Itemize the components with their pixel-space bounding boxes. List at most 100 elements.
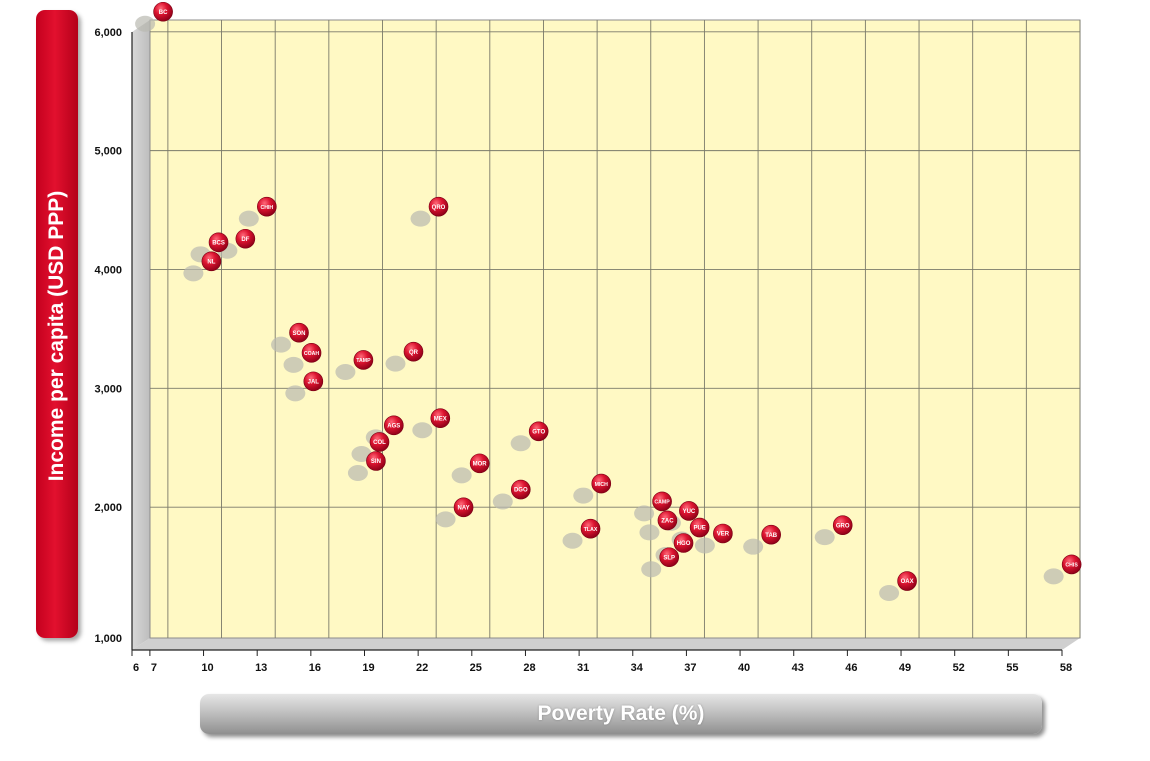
data-point-marker <box>208 232 229 253</box>
data-point-marker <box>832 515 853 535</box>
data-point-marker <box>679 501 699 521</box>
marker-shadow <box>412 422 433 439</box>
data-point-label: ZAC <box>661 519 674 525</box>
data-point-label: SON <box>293 331 306 337</box>
data-point-label: BC <box>159 10 168 16</box>
data-point-label: GTO <box>532 429 545 435</box>
data-point-marker <box>235 228 256 249</box>
data-point-label: HGO <box>677 541 691 547</box>
data-point-label: SIN <box>371 459 381 465</box>
data-point-label: MOR <box>473 462 488 468</box>
marker-shadow <box>410 210 431 227</box>
data-point-label: TLAX <box>584 527 598 533</box>
data-point-marker <box>384 415 404 436</box>
x-axis-label: Poverty Rate (%) <box>537 702 705 725</box>
x-tick-label: 28 <box>523 662 535 674</box>
data-point-marker <box>657 510 678 531</box>
data-point-label: JAL <box>308 380 320 386</box>
marker-shadow <box>694 537 715 554</box>
data-point-marker <box>353 350 374 370</box>
marker-shadow <box>743 538 764 555</box>
y-tick-label: 1,000 <box>94 633 122 645</box>
data-point-label: COAH <box>304 351 320 357</box>
x-tick-label: 7 <box>151 662 157 674</box>
x-tick-label: 52 <box>953 662 965 674</box>
y-tick-label: 4,000 <box>94 264 122 276</box>
data-point-marker <box>652 491 672 512</box>
data-point-marker <box>301 343 322 363</box>
data-point-label: CAMP <box>654 500 670 506</box>
marker-shadow <box>634 505 655 522</box>
data-point-label: GRO <box>836 523 850 529</box>
x-axis-label-bar <box>200 694 1042 734</box>
data-point-marker <box>689 517 710 538</box>
marker-shadow <box>347 464 368 481</box>
marker-shadow <box>562 532 583 549</box>
data-point-marker <box>403 341 424 362</box>
data-point-marker <box>201 251 222 272</box>
marker-shadow <box>285 385 306 402</box>
x-tick-label: 46 <box>845 662 857 674</box>
plot-area <box>149 19 1081 639</box>
data-point-marker <box>369 432 390 452</box>
data-point-marker <box>257 196 277 217</box>
data-point-marker <box>366 451 386 471</box>
data-point-marker <box>510 479 531 500</box>
data-point-marker <box>430 408 451 429</box>
x-tick-label: 16 <box>309 662 321 674</box>
x-tick-label: 58 <box>1060 662 1072 674</box>
data-point-marker <box>453 497 474 518</box>
data-point-label: DF <box>241 237 249 243</box>
data-point-label: PUE <box>693 526 705 532</box>
y-tick-label: 3,000 <box>94 383 122 395</box>
data-point-label: TAMP <box>356 358 371 364</box>
marker-shadow <box>271 336 292 353</box>
data-point-label: TAB <box>765 533 778 539</box>
data-point-label: AGS <box>387 424 400 430</box>
marker-shadow <box>435 511 456 528</box>
x-tick-label: 40 <box>738 662 750 674</box>
marker-shadow <box>335 363 356 380</box>
data-point-label: QR <box>409 350 419 356</box>
grid-lines <box>150 20 1081 638</box>
marker-shadow <box>492 493 513 510</box>
marker-shadow <box>573 487 594 504</box>
data-point-label: MICH <box>595 482 609 488</box>
y-tick-label: 6,000 <box>94 27 122 39</box>
data-point-label: CHIS <box>1065 563 1078 569</box>
marker-shadow <box>1043 568 1064 585</box>
data-point-label: BCS <box>212 241 225 247</box>
marker-shadow <box>351 445 372 462</box>
data-point-marker <box>761 524 781 545</box>
x-tick-label: 55 <box>1006 662 1018 674</box>
data-point-marker <box>1061 554 1082 575</box>
data-point-marker <box>528 421 549 442</box>
x-tick-label: 49 <box>899 662 911 674</box>
data-point-marker <box>673 533 694 553</box>
data-point-marker <box>289 322 309 343</box>
data-point-label: SLP <box>663 555 675 561</box>
marker-shadow <box>879 585 900 602</box>
data-point-label: COL <box>373 440 386 446</box>
data-point-label: VER <box>717 532 730 538</box>
plot-floor <box>132 638 1080 650</box>
y-tick-label: 5,000 <box>94 146 122 158</box>
marker-shadow <box>135 15 156 32</box>
marker-shadow <box>639 524 660 541</box>
marker-shadow <box>183 265 204 282</box>
data-point-marker <box>659 547 680 568</box>
x-tick-label: 34 <box>631 662 644 674</box>
data-point-label: CHIH <box>260 205 273 211</box>
data-point-marker <box>897 571 917 591</box>
x-tick-label: 43 <box>792 662 804 674</box>
y-axis-label-bar <box>36 10 78 638</box>
data-point-marker <box>591 473 612 494</box>
x-tick-label: 6 <box>133 662 139 674</box>
data-point-marker <box>303 371 324 392</box>
x-tick-label: 22 <box>416 662 428 674</box>
axes: 6 7 10 13 16 19 22 25 28 31 34 37 40 43 46 49 52 55 58 1,00… <box>94 27 1072 674</box>
y-tick-label: 2,000 <box>94 502 122 514</box>
marker-shadow <box>451 467 472 484</box>
x-tick-label: 10 <box>201 662 213 674</box>
